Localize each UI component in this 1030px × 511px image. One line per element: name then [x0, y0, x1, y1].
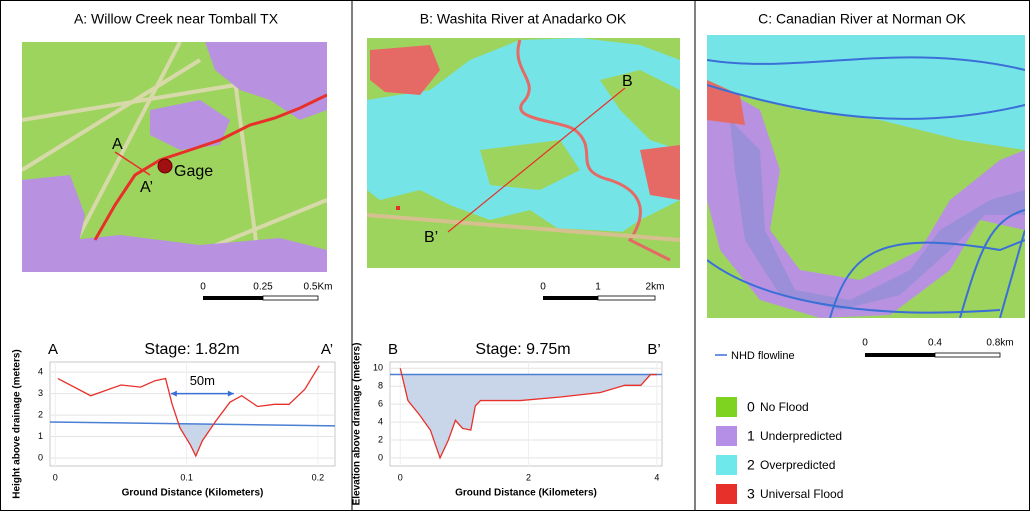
x-tick-label: 0.1 [180, 472, 193, 482]
scale-label: 2km [646, 282, 665, 293]
chart-title: Stage: 9.75m [475, 341, 570, 358]
scale-label: 0.4 [928, 338, 942, 349]
legend-code: 3 [747, 486, 755, 502]
legend-swatch [716, 397, 737, 417]
scale-label: 0 [862, 338, 868, 349]
x-tick-label: 0 [53, 472, 58, 482]
x-tick-label: 4 [654, 472, 659, 482]
map-a [22, 42, 327, 272]
y-tick-label: 10 [373, 363, 383, 373]
panel-title: B: Washita River at Anadarko OK [420, 11, 627, 27]
panel-title: C: Canadian River at Norman OK [758, 11, 966, 27]
legend-label: Overpredicted [760, 458, 835, 472]
scale-label: 1 [595, 282, 601, 293]
y-tick-label: 6 [378, 399, 383, 409]
annotation: 50m [190, 373, 215, 388]
x-tick-label: 2 [526, 472, 531, 482]
legend-label: No Flood [760, 400, 809, 414]
legend-swatch [716, 426, 737, 446]
legend-code: 1 [747, 428, 755, 444]
y-tick-label: 4 [378, 416, 383, 426]
scale-label: 0.8km [986, 338, 1013, 349]
y-axis-label: Elevation above drainage (meters) [352, 343, 363, 506]
map-label: B [622, 73, 633, 90]
y-tick-label: 1 [38, 431, 43, 441]
legend-label: Underpredicted [760, 429, 842, 443]
map-label: A [112, 136, 123, 153]
map-label: A’ [140, 179, 153, 196]
scale-bar [865, 353, 1000, 357]
map-c [707, 35, 1025, 318]
legend-code: 0 [747, 399, 755, 415]
map-label: Gage [174, 163, 213, 180]
legend-code: 2 [747, 457, 755, 473]
y-tick-label: 3 [38, 388, 43, 398]
y-tick-label: 4 [38, 366, 43, 376]
legend-label: Universal Flood [760, 487, 843, 501]
map-label: B’ [424, 229, 438, 246]
scale-label: 0.25 [253, 282, 273, 293]
chart-title: Stage: 1.82m [144, 341, 239, 358]
y-axis-label: Height above drainage (meters) [12, 349, 23, 498]
panel-title: A: Willow Creek near Tomball TX [74, 11, 279, 27]
legend-swatch [716, 455, 737, 475]
scale-label: 0 [200, 282, 206, 293]
x-axis-label: Ground Distance (Kilometers) [122, 488, 264, 499]
y-tick-label: 0 [38, 452, 43, 462]
y-tick-label: 0 [378, 452, 383, 462]
figure: A: Willow Creek near Tomball TX B: Washi… [0, 0, 1030, 511]
end-label: B [388, 341, 398, 358]
y-tick-label: 2 [378, 434, 383, 444]
scale-label: 0 [540, 282, 546, 293]
y-tick-label: 8 [378, 381, 383, 391]
legend-swatch [716, 484, 737, 504]
end-label: A [48, 341, 58, 358]
x-axis-label: Ground Distance (Kilometers) [455, 488, 597, 499]
scale-bar [543, 296, 655, 300]
map-b [367, 38, 680, 268]
y-tick-label: 2 [38, 409, 43, 419]
x-tick-label: 0 [398, 472, 403, 482]
end-label: A’ [321, 341, 333, 358]
legend-label: NHD flowline [731, 350, 795, 362]
scale-bar [203, 296, 318, 300]
end-label: B’ [647, 341, 660, 358]
scale-label: 0.5Km [304, 282, 333, 293]
x-tick-label: 0.2 [312, 472, 325, 482]
